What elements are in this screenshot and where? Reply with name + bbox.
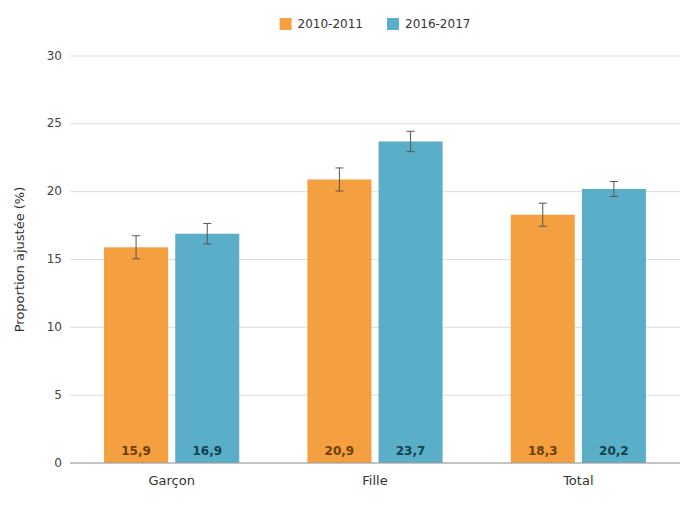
x-axis-line <box>70 463 680 464</box>
y-tick-label: 20 <box>47 184 62 198</box>
error-bar-cap <box>335 190 343 191</box>
legend-label: 2016-2017 <box>405 17 470 31</box>
bar <box>104 247 168 463</box>
data-label: 16,9 <box>192 444 222 458</box>
bar <box>511 215 575 463</box>
error-bar <box>132 236 140 259</box>
legend-item: 2016-2017 <box>387 17 470 31</box>
error-bar-stem <box>410 131 411 151</box>
grid-line <box>70 56 680 57</box>
chart: 0 5 10 15 20 25 30 Proportion ajustée (%) 15,9 20… <box>0 0 700 507</box>
y-tick-label: 25 <box>47 116 62 130</box>
error-bar <box>610 181 618 196</box>
grid-line <box>70 463 680 464</box>
error-bar-cap <box>132 258 140 259</box>
grid <box>70 56 680 463</box>
bar <box>175 234 239 463</box>
error-bar-stem <box>136 236 137 259</box>
error-bar-cap <box>203 243 211 244</box>
data-label: 20,2 <box>599 444 629 458</box>
data-labels: 15,9 20,9 18,3 16,9 23,7 20,2 <box>121 444 628 458</box>
error-bar-stem <box>207 224 208 244</box>
error-bar <box>203 224 211 244</box>
legend-swatch <box>387 18 399 30</box>
bar <box>379 141 443 463</box>
x-tick-label: Garçon <box>148 473 194 488</box>
bar <box>307 179 371 463</box>
data-label: 23,7 <box>396 444 426 458</box>
page: {"chart_data": {"type": "bar", "categori… <box>0 0 700 507</box>
error-bar-cap <box>539 203 547 204</box>
bar <box>582 189 646 463</box>
data-label: 18,3 <box>528 444 558 458</box>
error-bar <box>407 131 415 151</box>
y-tick-label: 10 <box>47 320 62 334</box>
legend-swatch <box>280 18 292 30</box>
x-tick-label: Fille <box>362 473 387 488</box>
error-bar-cap <box>407 151 415 152</box>
error-bar-cap <box>539 226 547 227</box>
y-tick-label: 0 <box>54 456 62 470</box>
legend-label: 2010-2011 <box>298 17 363 31</box>
error-bar-cap <box>132 235 140 236</box>
grid-line <box>70 123 680 124</box>
error-bar-cap <box>407 131 415 132</box>
x-tick-label: Total <box>562 473 593 488</box>
chart-container: 0 5 10 15 20 25 30 Proportion ajustée (%) 15,9 20… <box>0 0 700 507</box>
error-bar-cap <box>203 223 211 224</box>
y-axis-label: Proportion ajustée (%) <box>12 187 27 333</box>
error-bar-stem <box>613 181 614 196</box>
error-bar-cap <box>610 181 618 182</box>
bars <box>104 131 646 463</box>
legend-item: 2010-2011 <box>280 17 363 31</box>
error-bar-stem <box>339 168 340 191</box>
error-bar-cap <box>335 167 343 168</box>
error-bar <box>335 168 343 191</box>
data-label: 20,9 <box>325 444 355 458</box>
error-bar-stem <box>542 203 543 226</box>
x-axis: Garçon Fille Total <box>70 463 680 488</box>
legend: 2010-2011 2016-2017 <box>280 17 471 31</box>
data-label: 15,9 <box>121 444 151 458</box>
y-tick-label: 30 <box>47 49 62 63</box>
y-tick-label: 5 <box>54 388 62 402</box>
y-tick-label: 15 <box>47 252 62 266</box>
y-axis: 0 5 10 15 20 25 30 <box>47 49 62 470</box>
error-bar <box>539 203 547 226</box>
error-bar-cap <box>610 196 618 197</box>
